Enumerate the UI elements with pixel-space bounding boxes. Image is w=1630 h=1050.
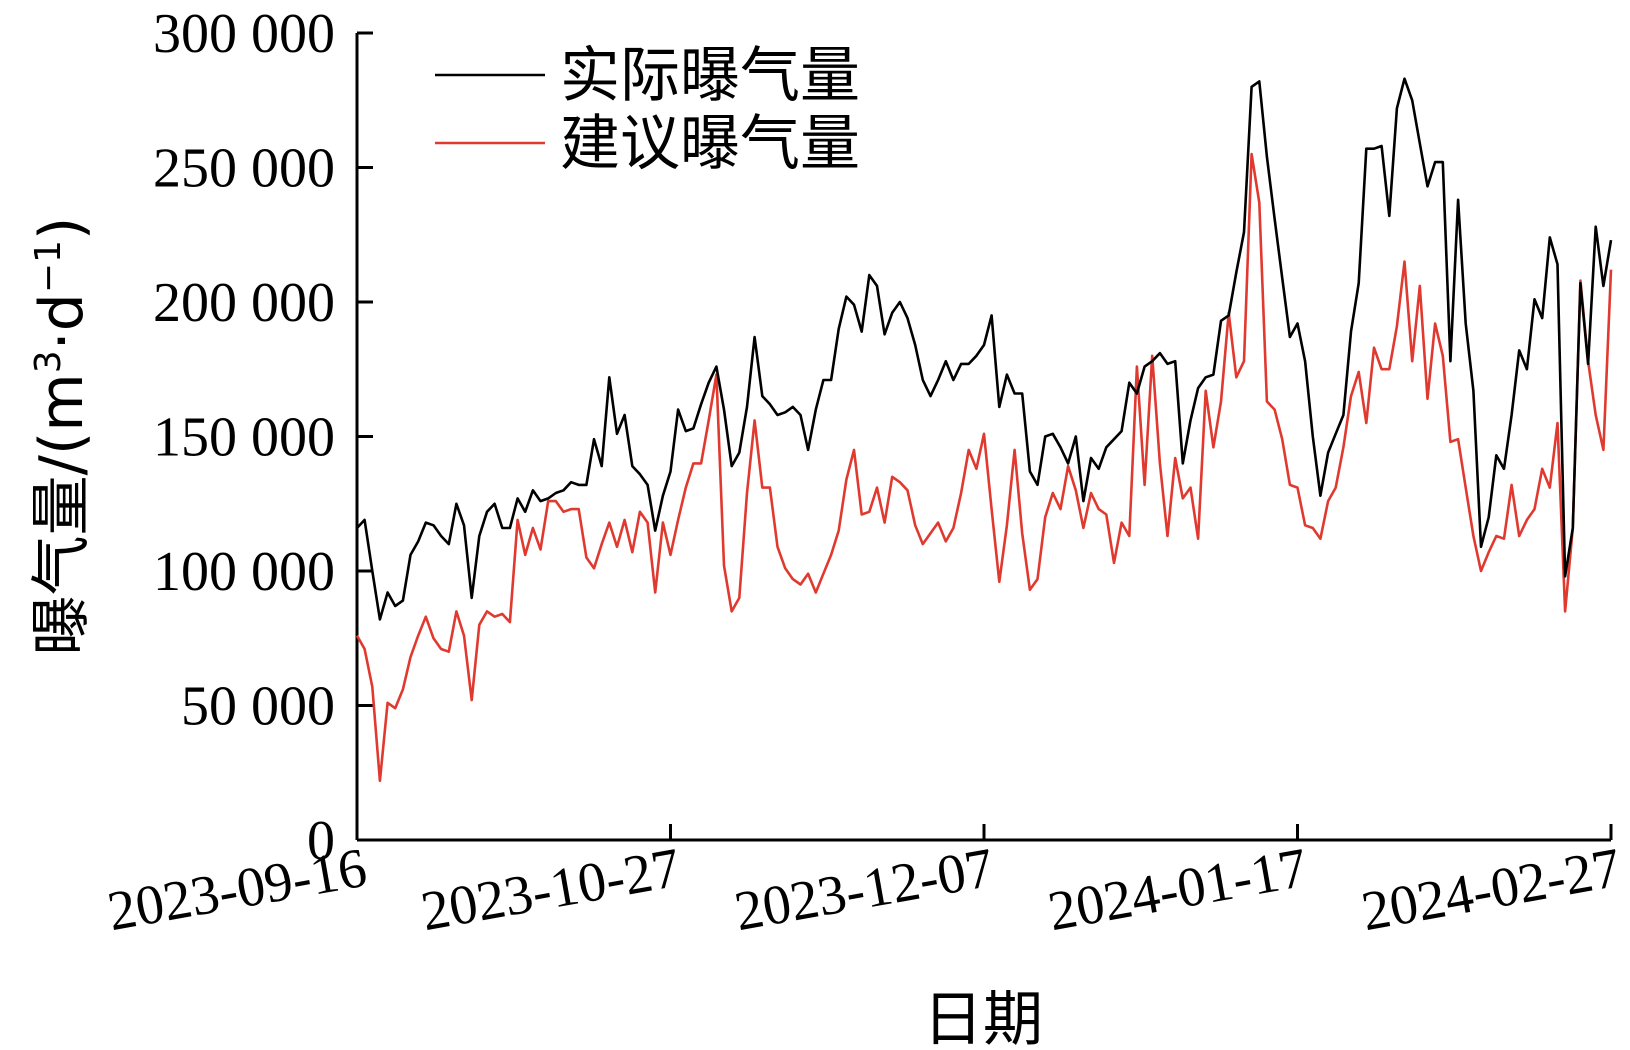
series-layer — [355, 77, 1613, 783]
y-axis-title-main: 曝气量/(m — [27, 373, 97, 655]
y-tick-label: 250 000 — [153, 138, 335, 200]
legend-label-suggested: 建议曝气量 — [560, 109, 860, 179]
axes: 0 50 000 100 000 150 000 200 000 250 000 300 0… — [103, 3, 1625, 943]
legend-label-actual: 实际曝气量 — [560, 41, 860, 111]
legend: 实际曝气量 建议曝气量 — [435, 41, 860, 179]
x-tick-label: 2023-10-27 — [417, 837, 685, 943]
y-axis-title-sup2: −1 — [28, 240, 69, 293]
x-tick-label: 2024-01-17 — [1044, 837, 1312, 943]
x-tick-label: 2024-02-27 — [1357, 837, 1625, 943]
y-tick-label: 300 000 — [153, 3, 335, 65]
x-tick-label: 2023-09-16 — [103, 837, 371, 943]
series-line-suggested — [355, 152, 1613, 783]
y-tick-label: 0 — [307, 810, 335, 872]
y-axis-title: 曝气量/(m3·d−1) — [27, 217, 97, 656]
y-tick-label: 50 000 — [181, 676, 335, 738]
x-axis-title: 日期 — [923, 985, 1043, 1050]
x-ticks: 2023-09-16 2023-10-27 2023-12-07 2024-01-17… — [103, 824, 1625, 943]
series-line-actual — [356, 77, 1613, 621]
x-tick-label: 2023-12-07 — [730, 837, 998, 943]
y-axis-title-end: ) — [27, 217, 97, 240]
y-axis-title-mid: ·d — [27, 293, 97, 350]
y-tick-label: 100 000 — [153, 541, 335, 603]
y-tick-label: 200 000 — [153, 272, 335, 334]
y-tick-label: 150 000 — [153, 407, 335, 469]
y-ticks: 0 50 000 100 000 150 000 200 000 250 000 300 0… — [153, 3, 373, 872]
y-axis-title-sup1: 3 — [28, 350, 69, 373]
